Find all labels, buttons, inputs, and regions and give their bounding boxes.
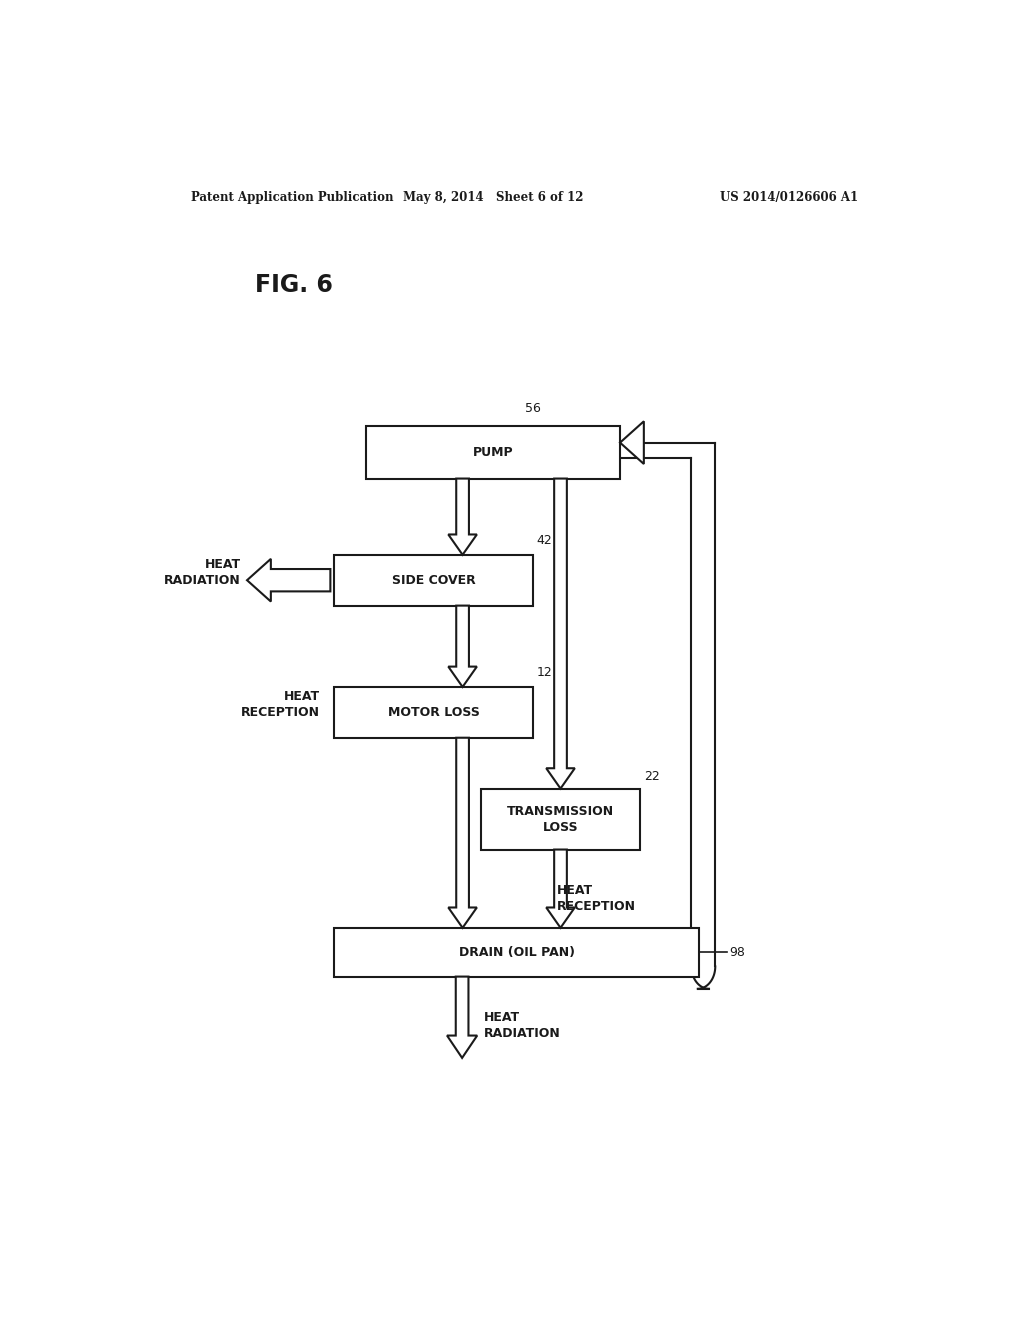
Text: 42: 42 xyxy=(537,533,553,546)
Polygon shape xyxy=(449,738,477,928)
Polygon shape xyxy=(447,977,477,1057)
Polygon shape xyxy=(620,421,644,463)
Text: MOTOR LOSS: MOTOR LOSS xyxy=(388,706,479,719)
FancyBboxPatch shape xyxy=(334,928,699,977)
Text: HEAT
RADIATION: HEAT RADIATION xyxy=(484,1011,561,1040)
Text: US 2014/0126606 A1: US 2014/0126606 A1 xyxy=(720,190,858,203)
Polygon shape xyxy=(449,606,477,686)
Text: DRAIN (OIL PAN): DRAIN (OIL PAN) xyxy=(459,945,574,958)
Text: FIG. 6: FIG. 6 xyxy=(255,273,333,297)
FancyBboxPatch shape xyxy=(334,554,532,606)
Text: 98: 98 xyxy=(729,945,745,958)
Text: TRANSMISSION
LOSS: TRANSMISSION LOSS xyxy=(507,805,614,833)
Polygon shape xyxy=(449,479,477,554)
Polygon shape xyxy=(546,479,574,788)
FancyBboxPatch shape xyxy=(481,788,640,850)
Polygon shape xyxy=(247,558,331,602)
Text: HEAT
RECEPTION: HEAT RECEPTION xyxy=(557,884,636,913)
Text: PUMP: PUMP xyxy=(473,446,513,458)
Text: HEAT
RECEPTION: HEAT RECEPTION xyxy=(241,690,321,718)
Text: 22: 22 xyxy=(644,771,659,784)
Text: 12: 12 xyxy=(537,665,553,678)
Polygon shape xyxy=(546,850,574,928)
FancyBboxPatch shape xyxy=(334,686,532,738)
Text: May 8, 2014   Sheet 6 of 12: May 8, 2014 Sheet 6 of 12 xyxy=(402,190,584,203)
Text: SIDE COVER: SIDE COVER xyxy=(391,574,475,586)
FancyBboxPatch shape xyxy=(367,426,620,479)
Text: 56: 56 xyxy=(524,401,541,414)
Text: HEAT
RADIATION: HEAT RADIATION xyxy=(164,557,241,586)
Text: Patent Application Publication: Patent Application Publication xyxy=(191,190,394,203)
